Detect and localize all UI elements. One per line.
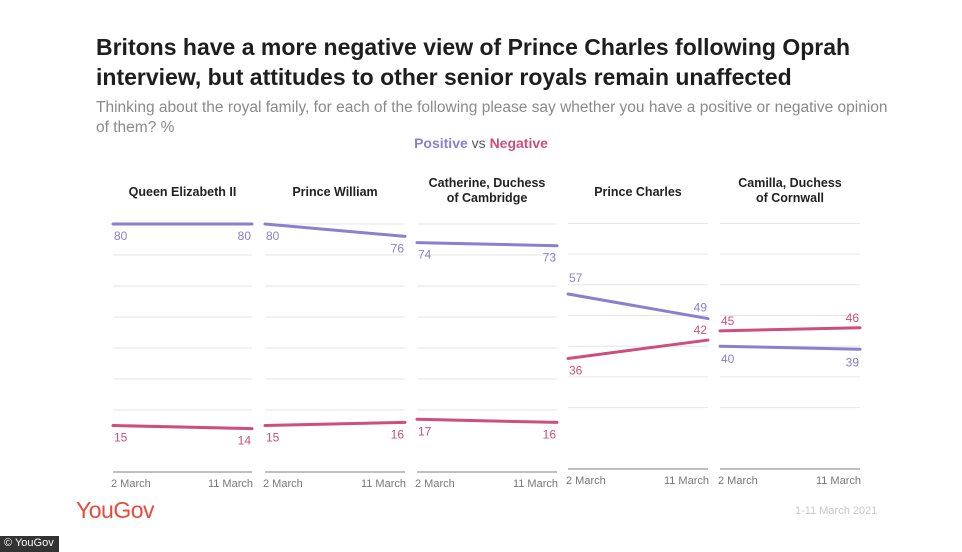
date-range: 1-11 March 2021 [795, 505, 878, 517]
data-label: 80 [114, 229, 128, 243]
legend-positive: Positive [414, 135, 468, 151]
data-label: 74 [418, 248, 432, 262]
data-label: 39 [846, 355, 860, 369]
x-tick-label: 11 March [664, 475, 709, 487]
chart-subtitle: Thinking about the royal family, for eac… [96, 99, 888, 136]
legend-vs: vs [471, 135, 486, 151]
data-label: 76 [391, 241, 405, 255]
panel-title: Catherine, Duchess [429, 176, 546, 190]
panel-title: Prince William [292, 185, 377, 199]
x-tick-label: 11 March [513, 478, 558, 490]
data-label: 40 [721, 352, 735, 366]
data-label: 17 [418, 424, 432, 438]
data-label: 57 [569, 271, 583, 285]
data-label: 15 [114, 431, 128, 445]
negative-series-line [718, 326, 862, 333]
negative-series-line [111, 424, 254, 431]
panel-title: Prince Charles [594, 185, 682, 199]
x-tick-label: 2 March [111, 478, 151, 490]
x-tick-label: 2 March [718, 475, 758, 487]
negative-series-line [566, 338, 710, 360]
data-label: 16 [391, 427, 405, 441]
panel-title: Queen Elizabeth II [129, 185, 237, 199]
panel-title: of Cambridge [447, 191, 528, 205]
positive-series-line [718, 344, 862, 351]
positive-series-line [415, 241, 559, 248]
data-label: 46 [846, 311, 860, 325]
data-label: 49 [694, 301, 708, 315]
x-tick-label: 11 March [361, 478, 406, 490]
data-label: 80 [266, 229, 280, 243]
chart-title: Britons have a more negative view of Pri… [96, 34, 851, 90]
data-label: 15 [266, 431, 280, 445]
data-label: 14 [238, 434, 252, 448]
x-tick-label: 2 March [263, 478, 303, 490]
panel-title: of Cornwall [756, 191, 824, 205]
positive-series-line [566, 292, 710, 321]
data-label: 42 [694, 323, 708, 337]
x-tick-label: 2 March [415, 478, 455, 490]
copyright-badge: © YouGov [0, 536, 59, 552]
data-label: 73 [543, 251, 557, 265]
yougov-logo: YouGov [76, 497, 155, 523]
negative-series-line [415, 417, 559, 424]
legend: Positive vs Negative [0, 135, 962, 151]
data-label: 80 [238, 229, 252, 243]
x-tick-label: 2 March [566, 475, 606, 487]
data-label: 16 [543, 427, 557, 441]
panel-title: Camilla, Duchess [738, 176, 842, 190]
legend-negative: Negative [489, 135, 548, 151]
positive-series-line [263, 222, 407, 238]
data-label: 45 [721, 314, 735, 328]
x-tick-label: 11 March [816, 475, 861, 487]
data-label: 36 [569, 363, 583, 377]
negative-series-line [263, 420, 407, 427]
x-tick-label: 11 March [208, 478, 253, 490]
